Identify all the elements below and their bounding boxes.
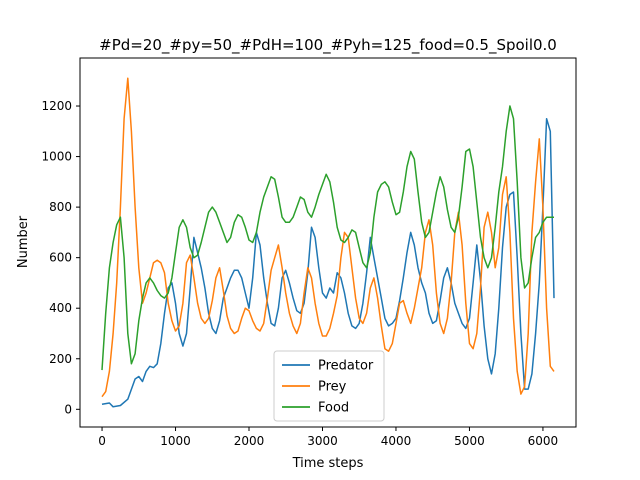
x-axis-ticks: 0 1000 2000 3000 4000 5000 6000 [98, 427, 558, 448]
legend-label-predator: Predator [318, 359, 374, 374]
y-tick-label: 200 [49, 352, 72, 366]
y-tick-label: 1000 [41, 150, 72, 164]
plot-frame [79, 57, 577, 428]
x-tick-label: 0 [98, 434, 106, 448]
y-tick-label: 0 [64, 402, 72, 416]
x-tick-label: 6000 [528, 434, 559, 448]
y-tick-label: 400 [49, 301, 72, 315]
legend-label-food: Food [318, 401, 349, 416]
x-tick-label: 1000 [160, 434, 191, 448]
x-tick-label: 5000 [454, 434, 485, 448]
x-axis-label: Time steps [292, 456, 364, 471]
x-tick-label: 2000 [234, 434, 265, 448]
series-layer [101, 77, 555, 408]
y-axis-ticks: 0 200 400 600 800 1000 1200 [41, 99, 80, 416]
series-line-prey [101, 77, 555, 398]
y-tick-label: 600 [49, 251, 72, 265]
y-tick-label: 800 [49, 200, 72, 214]
y-tick-label: 1200 [41, 99, 72, 113]
series-line-food [101, 105, 554, 371]
legend-box [273, 350, 385, 422]
x-tick-label: 3000 [307, 434, 338, 448]
legend: Predator Prey Food [273, 350, 385, 422]
x-tick-label: 4000 [381, 434, 412, 448]
y-axis-label: Number [16, 215, 31, 268]
chart-title: #Pd=20_#py=50_#PdH=100_#Pyh=125_food=0.5… [99, 36, 557, 55]
legend-label-prey: Prey [318, 380, 347, 395]
